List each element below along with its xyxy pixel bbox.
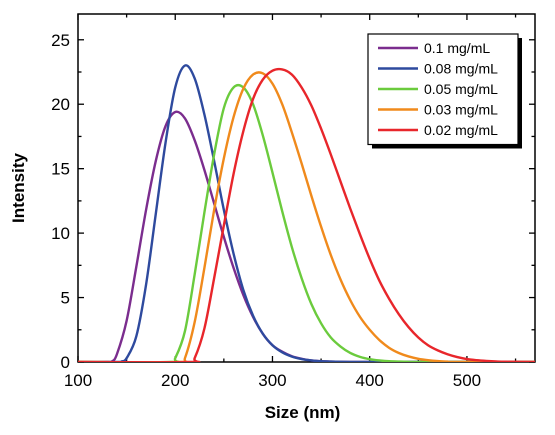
y-tick-label: 25 <box>51 31 70 50</box>
legend-label-2: 0.08 mg/mL <box>424 61 498 77</box>
series-line-1 <box>78 110 535 362</box>
series-line-5 <box>78 67 535 362</box>
y-tick-label: 0 <box>61 353 70 372</box>
x-tick-label: 100 <box>64 371 92 390</box>
y-tick-label: 20 <box>51 95 70 114</box>
x-tick-label: 400 <box>356 371 384 390</box>
y-tick-label: 5 <box>61 289 70 308</box>
series-group <box>78 64 535 362</box>
x-axis-label: Size (nm) <box>265 403 341 422</box>
legend-label-5: 0.02 mg/mL <box>424 122 498 138</box>
legend-label-1: 0.1 mg/mL <box>424 40 490 56</box>
y-tick-label: 15 <box>51 160 70 179</box>
legend-label-3: 0.05 mg/mL <box>424 81 498 97</box>
legend-label-4: 0.03 mg/mL <box>424 102 498 118</box>
series-line-4 <box>78 71 535 362</box>
y-axis-label: Intensity <box>9 153 28 223</box>
x-tick-label: 200 <box>161 371 189 390</box>
legend: 0.1 mg/mL 0.08 mg/mL 0.05 mg/mL 0.03 mg/mL 0… <box>367 33 522 149</box>
x-tick-label: 500 <box>453 371 481 390</box>
series-line-2 <box>78 64 535 362</box>
x-tick-label: 300 <box>258 371 286 390</box>
y-tick-label: 10 <box>51 224 70 243</box>
series-line-3 <box>78 83 535 362</box>
plot-frame <box>77 13 536 363</box>
